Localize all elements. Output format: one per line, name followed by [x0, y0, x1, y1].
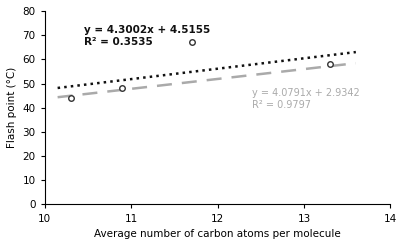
Point — [119, 86, 126, 90]
X-axis label: Average number of carbon atoms per molecule: Average number of carbon atoms per molec… — [94, 229, 341, 239]
Text: y = 4.0791x + 2.9342
R² = 0.9797: y = 4.0791x + 2.9342 R² = 0.9797 — [252, 88, 360, 110]
Text: y = 4.3002x + 4.5155
R² = 0.3535: y = 4.3002x + 4.5155 R² = 0.3535 — [84, 25, 210, 47]
Point — [188, 40, 195, 44]
Point — [327, 62, 333, 66]
Y-axis label: Flash point (°C): Flash point (°C) — [7, 67, 17, 148]
Point — [67, 96, 74, 100]
